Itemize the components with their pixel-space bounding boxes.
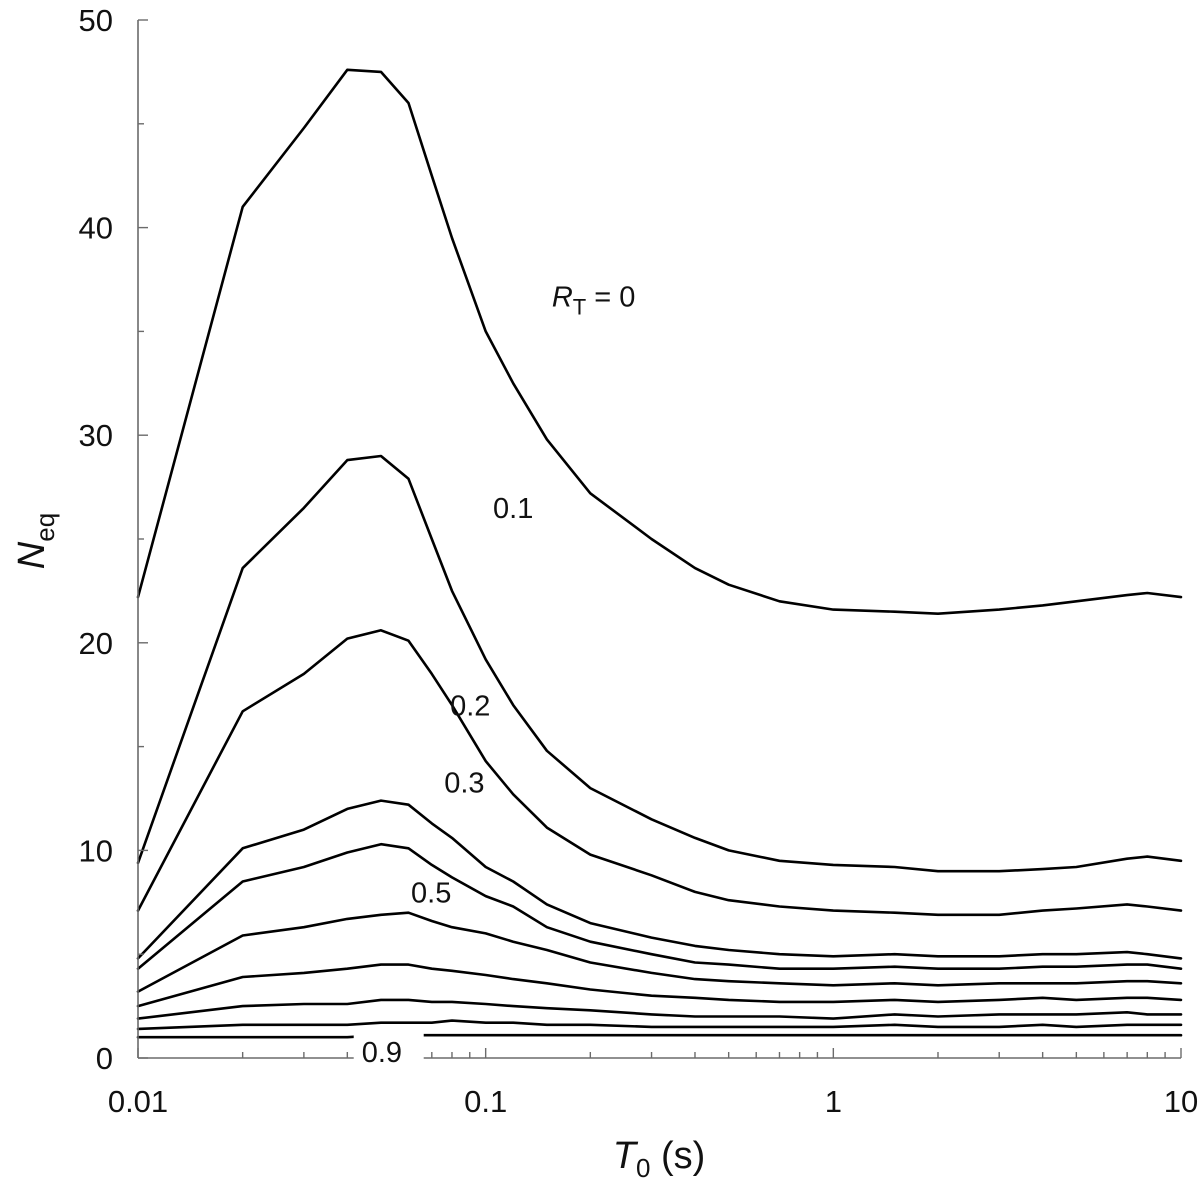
curve-label-1: RT = 0 <box>552 281 636 319</box>
series-line-7 <box>136 963 1183 1008</box>
series-line-5 <box>136 842 1183 970</box>
y-axis-title: Neq <box>11 513 60 569</box>
series-line-10 <box>136 1033 1183 1039</box>
rt-value: = 0 <box>586 281 635 313</box>
series-line-2 <box>136 454 1183 873</box>
curve-label-2: 0.1 <box>493 493 533 525</box>
ticks: 0 10 20 30 40 50 0.01 0.1 1 10 <box>79 3 1199 1119</box>
curve-label-5: 0.5 <box>411 877 451 909</box>
curve-label-6: 0.9 <box>362 1037 402 1069</box>
series-line-9 <box>136 1019 1183 1031</box>
x-axis-title-main: T <box>613 1135 639 1177</box>
y-tick-label: 30 <box>79 418 113 453</box>
y-tick-label: 20 <box>79 626 113 661</box>
y-tick-label: 50 <box>79 3 113 38</box>
series-line-4 <box>136 799 1183 960</box>
rt-symbol: R <box>552 281 573 313</box>
curve-label-4: 0.3 <box>444 767 484 799</box>
y-tick-label: 0 <box>96 1041 113 1076</box>
x-axis-title-sub: 0 <box>636 1153 650 1183</box>
x-tick-label: 0.1 <box>464 1084 507 1119</box>
x-axis-title: T0 (s) <box>613 1135 706 1183</box>
x-tick-label: 0.01 <box>108 1084 168 1119</box>
series-layer <box>136 68 1183 1039</box>
x-tick-label: 1 <box>825 1084 842 1119</box>
curve-labels: RT = 0 0.1 0.2 0.3 0.5 0.9 <box>353 281 636 1073</box>
series-line-6 <box>136 911 1183 993</box>
y-axis-title-sub: eq <box>30 513 60 542</box>
y-tick-label: 40 <box>79 211 113 246</box>
y-axis-title-main: N <box>11 541 53 569</box>
label-backdrop <box>353 1028 424 1073</box>
rt-subscript: T <box>573 294 586 319</box>
series-line-8 <box>136 998 1183 1020</box>
axes <box>137 20 1181 1059</box>
series-line-1 <box>136 68 1183 615</box>
curve-label-3: 0.2 <box>450 690 490 722</box>
x-tick-label: 10 <box>1164 1084 1198 1119</box>
series-line-3 <box>136 629 1183 917</box>
x-axis-title-rest: (s) <box>650 1135 705 1177</box>
y-tick-label: 10 <box>79 833 113 868</box>
